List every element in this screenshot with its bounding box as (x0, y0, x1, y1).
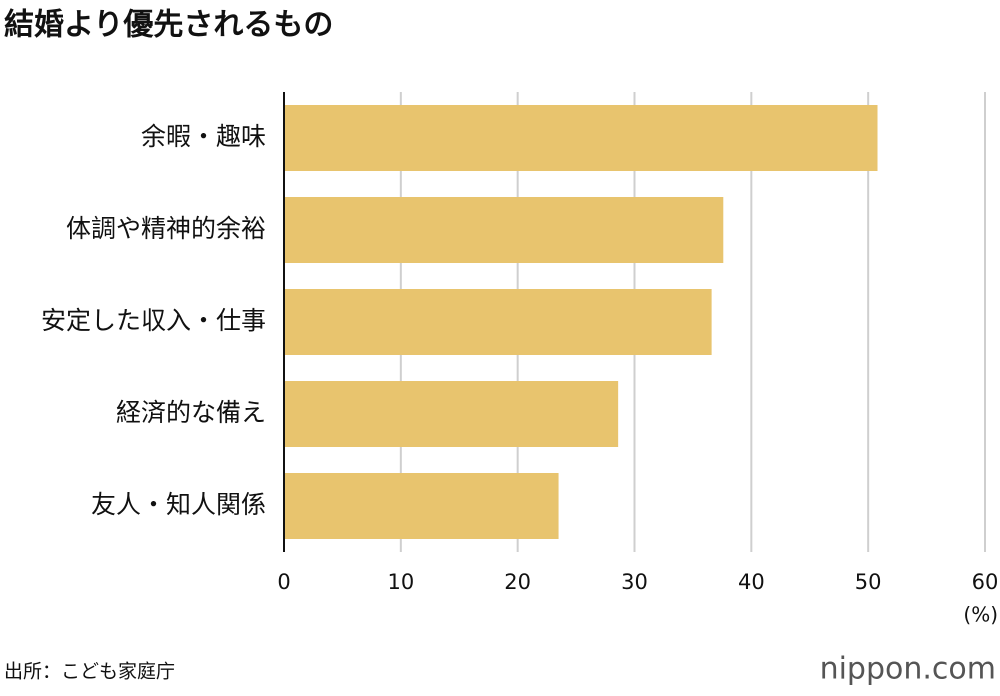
x-tick-label: 50 (855, 570, 882, 594)
bar (284, 289, 712, 355)
chart-title: 結婚より優先されるもの (4, 8, 333, 43)
x-tick-label: 0 (277, 570, 290, 594)
x-tick-label: 20 (504, 570, 531, 594)
bar (284, 473, 559, 539)
x-tick-label: 40 (738, 570, 765, 594)
logo: nippon.com (820, 652, 996, 687)
y-tick-label: 経済的な備え (116, 398, 266, 427)
bar (284, 105, 878, 171)
x-tick-label: 10 (387, 570, 414, 594)
y-tick-label: 安定した収入・仕事 (41, 306, 266, 335)
y-tick-label: 友人・知人関係 (91, 490, 266, 519)
x-tick-label: 60 (972, 570, 999, 594)
x-tick-label: 30 (621, 570, 648, 594)
bar (284, 381, 619, 447)
source: 出所：こども家庭庁 (4, 661, 175, 683)
unit-label: (%) (963, 603, 998, 627)
y-tick-label: 体調や精神的余裕 (66, 214, 266, 243)
y-tick-label: 余暇・趣味 (141, 122, 266, 151)
bar (284, 197, 724, 263)
